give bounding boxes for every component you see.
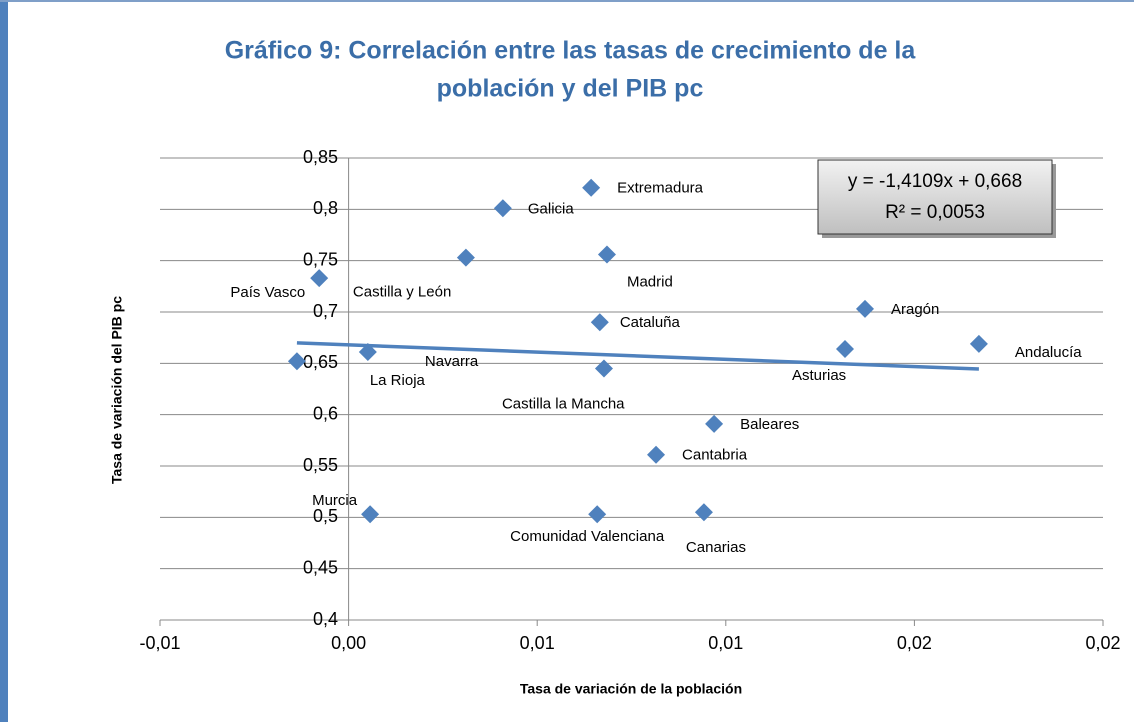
x-tick-label: -0,01 (139, 633, 180, 653)
point (694, 503, 713, 522)
x-tick-label: 0,02 (897, 633, 932, 653)
x-tick-label: 0,02 (1085, 633, 1120, 653)
y-tick-label: 0,8 (313, 198, 338, 218)
point-label: Cantabria (682, 447, 748, 464)
point (647, 445, 666, 464)
point (590, 313, 609, 332)
point-label: País Vasco (230, 284, 305, 301)
point-label: Comunidad Valenciana (510, 528, 665, 545)
y-tick-label: 0,85 (303, 147, 338, 167)
point (361, 505, 380, 524)
point-label: La Rioja (370, 372, 426, 389)
point-label: Galicia (528, 200, 575, 217)
point (456, 248, 475, 267)
x-axis-title: Tasa de variación de la población (520, 681, 742, 697)
point-label: Aragón (891, 301, 939, 318)
point-label: Canarias (686, 539, 746, 556)
equation-box (817, 159, 1053, 235)
chart-title: población y del PIB pc (437, 75, 704, 103)
point (597, 245, 616, 264)
point-label: Baleares (740, 416, 799, 433)
trendline (296, 341, 979, 371)
frame-border (0, 0, 8, 722)
point (310, 269, 329, 288)
point (594, 359, 613, 378)
point (582, 178, 601, 197)
r-squared: R² = 0,0053 (885, 202, 985, 223)
y-tick-label: 0,7 (313, 301, 338, 321)
y-axis-title: Tasa de variación del PIB pc (109, 296, 125, 484)
point (358, 343, 377, 362)
y-tick-label: 0,6 (313, 403, 338, 423)
point (705, 414, 724, 433)
point-label: Castilla la Mancha (502, 395, 625, 412)
point (969, 334, 988, 353)
chart-title: Gráfico 9: Correlación entre las tasas d… (225, 37, 917, 65)
y-tick-label: 0,4 (313, 609, 338, 629)
point (835, 339, 854, 358)
y-tick-label: 0,65 (303, 352, 338, 372)
point (493, 199, 512, 218)
point-label: Asturias (792, 367, 846, 384)
point-label: Extremadura (617, 180, 704, 197)
point (287, 352, 306, 371)
x-tick-label: 0,01 (708, 633, 743, 653)
equation: y = -1,4109x + 0,668 (848, 171, 1022, 192)
y-tick-label: 0,55 (303, 455, 338, 475)
point-label: Castilla y León (353, 284, 451, 301)
y-tick-label: 0,45 (303, 557, 338, 577)
point-label: Cataluña (620, 314, 681, 331)
point-label: Andalucía (1015, 344, 1082, 361)
point-label: Madrid (627, 273, 673, 290)
x-tick-label: 0,00 (331, 633, 366, 653)
x-tick-label: 0,01 (520, 633, 555, 653)
point-label: Navarra (425, 353, 479, 370)
y-tick-label: 0,5 (313, 506, 338, 526)
point (588, 505, 607, 524)
point-label: Murcia (312, 492, 358, 509)
point (855, 299, 874, 318)
y-tick-label: 0,75 (303, 249, 338, 269)
